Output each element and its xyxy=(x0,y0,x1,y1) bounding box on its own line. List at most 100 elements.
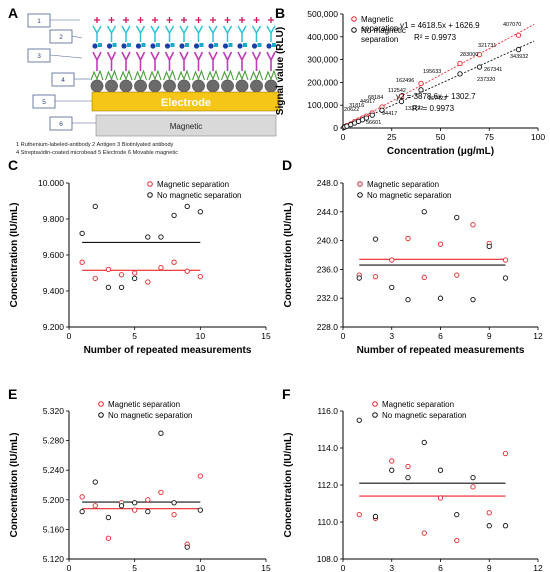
data-point xyxy=(118,503,125,509)
value-annotation: 31816 xyxy=(349,103,364,109)
svg-text:6: 6 xyxy=(59,121,63,128)
ruthenium-label-icon xyxy=(108,17,115,23)
ruthenium-label-icon xyxy=(195,17,202,23)
data-point xyxy=(171,212,177,219)
data-point xyxy=(470,222,476,228)
biotin-antibody-icon xyxy=(222,51,233,71)
ruthenium-antibody-icon xyxy=(222,25,233,42)
data-point xyxy=(145,508,151,515)
legend-marker xyxy=(357,192,363,198)
y-axis-label: Concentration (IU/mL) xyxy=(283,433,294,538)
biotin-antibody-icon xyxy=(208,51,218,71)
y-tick-label: 232.0 xyxy=(317,293,339,303)
label-connectors xyxy=(49,19,96,124)
legend-label: No magnetic separation xyxy=(382,411,467,420)
caption-line-2: 4 Streptavidin-coated microbead 5 Electr… xyxy=(16,150,178,156)
streptavidin-icon xyxy=(191,69,206,81)
panel-label-d: D xyxy=(282,157,292,173)
y-tick-label: 9.400 xyxy=(43,286,65,296)
legend-marker xyxy=(147,192,153,198)
data-point xyxy=(158,234,164,240)
legend-marker xyxy=(357,181,363,187)
label-box-3: 3 xyxy=(27,48,51,63)
data-point xyxy=(369,112,375,118)
data-point xyxy=(389,467,395,473)
data-point xyxy=(363,115,370,121)
antigen-icon xyxy=(193,43,200,49)
data-point xyxy=(486,510,492,516)
antibody-complex xyxy=(90,17,104,93)
x-tick-label: 0 xyxy=(67,331,72,341)
fit-equation: R² = 0.9973 xyxy=(414,33,457,42)
antibody-complex xyxy=(206,17,220,93)
microbead-icon xyxy=(119,79,133,93)
y-tick-label: 244.0 xyxy=(317,207,339,217)
data-point xyxy=(389,458,395,464)
biotin-antibody-icon xyxy=(92,51,102,71)
legend-label: No magnetic separation xyxy=(108,411,193,420)
microbead-icon xyxy=(163,79,176,93)
chart-panel-b: B 0 25 50 75 100 0 100,000 200,000 300,000 400,000… xyxy=(275,5,545,157)
y-axis-label: Concentration (IU/mL) xyxy=(283,203,294,308)
streptavidin-icon xyxy=(249,69,264,81)
fit-equation: y1 = 4618.5x + 1626.9 xyxy=(400,21,480,30)
data-point xyxy=(389,284,395,291)
antibody-complex xyxy=(104,17,119,93)
data-point xyxy=(454,511,460,518)
data-point xyxy=(79,508,85,515)
ruthenium-label-icon xyxy=(210,17,216,23)
y-tick-label: 10.000 xyxy=(38,178,64,188)
y-tick-label: 5.120 xyxy=(43,554,65,564)
x-axis-label: Number of repeated measurements xyxy=(84,345,252,356)
ruthenium-antibody-icon xyxy=(251,25,262,42)
data-point xyxy=(405,235,411,242)
y-tick-label: 0 xyxy=(333,123,338,133)
data-point xyxy=(486,243,492,250)
data-point xyxy=(356,417,362,423)
x-tick-label: 0 xyxy=(341,563,346,572)
x-tick-label: 6 xyxy=(438,331,443,341)
ruthenium-label-icon xyxy=(137,17,144,23)
svg-text:5: 5 xyxy=(42,99,46,106)
data-point xyxy=(454,537,460,544)
value-annotation: 407070 xyxy=(503,22,521,28)
antigen-icon xyxy=(156,43,160,47)
data-point xyxy=(356,511,362,518)
microbead-icon xyxy=(105,79,118,93)
y-tick-label: 108.0 xyxy=(317,554,339,564)
data-point xyxy=(486,523,492,529)
microbead-icon xyxy=(90,79,104,93)
biotin-antibody-icon xyxy=(193,51,204,71)
legend-label: No magnetic xyxy=(361,26,406,35)
x-tick-label: 5 xyxy=(132,331,137,341)
data-point xyxy=(379,107,385,113)
y-tick-label: 5.240 xyxy=(43,465,65,475)
antigen-icon xyxy=(257,43,262,47)
value-annotation: 267341 xyxy=(484,67,502,73)
streptavidin-icon xyxy=(104,69,119,81)
data-point xyxy=(398,98,405,105)
legend-label-cont: separation xyxy=(361,24,398,33)
value-annotation: 237320 xyxy=(477,77,495,83)
antigen-icon xyxy=(237,43,243,49)
data-point xyxy=(92,503,98,509)
data-point xyxy=(437,467,444,473)
data-point xyxy=(470,474,476,481)
x-tick-label: 3 xyxy=(389,563,394,572)
x-tick-label: 0 xyxy=(341,331,346,341)
antigen-icon xyxy=(135,43,142,49)
legend-label: No magnetic separation xyxy=(367,191,452,200)
microbead-icon xyxy=(148,79,162,93)
antigen-icon xyxy=(199,43,204,47)
data-point xyxy=(132,507,138,513)
ruthenium-label-icon xyxy=(152,17,158,23)
x-tick-label: 50 xyxy=(436,132,446,142)
data-point xyxy=(158,264,164,271)
biotin-antibody-icon xyxy=(251,51,262,71)
x-tick-label: 10 xyxy=(196,331,206,341)
streptavidin-icon xyxy=(264,69,278,81)
svg-text:3: 3 xyxy=(37,53,41,60)
label-box-6: 6 xyxy=(49,116,73,131)
biotin-antibody-icon xyxy=(179,51,189,71)
